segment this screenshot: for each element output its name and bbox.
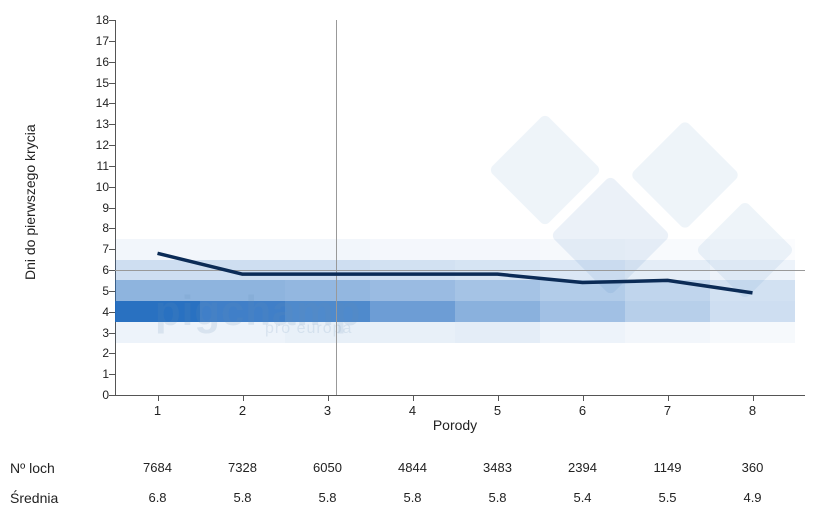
- x-tick-label: 2: [239, 403, 246, 418]
- x-axis-label: Porody: [433, 417, 477, 433]
- x-tick-label: 7: [664, 403, 671, 418]
- table-cell: 1149: [654, 460, 682, 475]
- table-cell: 7328: [228, 460, 257, 475]
- table-cell: 5.8: [403, 490, 421, 505]
- table-cell: 360: [742, 460, 764, 475]
- x-tick-label: 8: [749, 403, 756, 418]
- table-cell: 4.9: [743, 490, 761, 505]
- x-tick-label: 1: [154, 403, 161, 418]
- x-tick-label: 3: [324, 403, 331, 418]
- table-row2-label: Średnia: [10, 490, 58, 506]
- table-cell: 5.5: [658, 490, 676, 505]
- x-tick-mark: [583, 395, 584, 401]
- x-tick-label: 5: [494, 403, 501, 418]
- x-tick-mark: [668, 395, 669, 401]
- table-cell: 3483: [483, 460, 512, 475]
- table-row1-label: Nº loch: [10, 460, 55, 476]
- table-cell: 6.8: [148, 490, 166, 505]
- x-tick-mark: [158, 395, 159, 401]
- table-cell: 6050: [313, 460, 342, 475]
- table-cell: 5.4: [573, 490, 591, 505]
- table-cell: 4844: [398, 460, 427, 475]
- x-tick-mark: [498, 395, 499, 401]
- x-tick-mark: [413, 395, 414, 401]
- plot-area: 0123456789101112131415161718pigchamppro …: [75, 20, 805, 420]
- x-tick-label: 4: [409, 403, 416, 418]
- table-cell: 2394: [568, 460, 597, 475]
- table-cell: 5.8: [233, 490, 251, 505]
- x-tick-mark: [753, 395, 754, 401]
- chart-container: Dni do pierwszego krycia 012345678910111…: [0, 0, 820, 513]
- x-tick-label: 6: [579, 403, 586, 418]
- table-cell: 5.8: [318, 490, 336, 505]
- table-cell: 7684: [143, 460, 172, 475]
- x-tick-mark: [328, 395, 329, 401]
- line-series: [75, 20, 805, 420]
- y-axis-label: Dni do pierwszego krycia: [22, 124, 38, 280]
- table-cell: 5.8: [488, 490, 506, 505]
- x-tick-mark: [243, 395, 244, 401]
